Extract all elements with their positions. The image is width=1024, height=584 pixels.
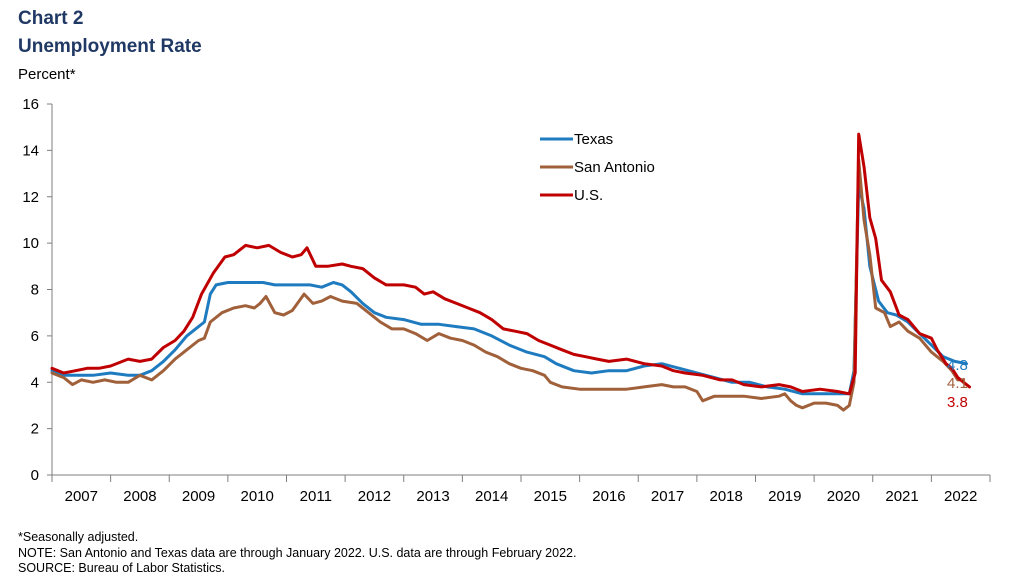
x-tick-label: 2021 <box>885 488 918 505</box>
end-value-san-antonio: 4.1 <box>947 375 968 392</box>
y-tick-label: 12 <box>22 189 39 206</box>
end-labels: 4.84.1 3.8 <box>947 357 968 411</box>
x-tick-label: 2016 <box>592 488 625 505</box>
x-tick-label: 2010 <box>241 488 274 505</box>
x-tick-label: 2008 <box>123 488 156 505</box>
x-axis: 2007 2008 2009 2010 2011 2012 2013 2014 2015 2016… <box>51 474 991 505</box>
x-tick-label: 2011 <box>300 488 332 505</box>
footnotes: *Seasonally adjusted. NOTE: San Antonio … <box>18 530 576 577</box>
legend-label-san-antonio: San Antonio <box>574 159 655 176</box>
x-tick-label: 2018 <box>710 488 743 505</box>
chart-title: Unemployment Rate <box>18 36 202 57</box>
data-note: NOTE: San Antonio and Texas data are thr… <box>18 545 577 560</box>
x-tick-label: 2009 <box>182 488 215 505</box>
legend-label-u-s: U.S. <box>574 187 603 204</box>
y-tick-label: 8 <box>31 282 39 299</box>
y-tick-label: 0 <box>31 467 39 484</box>
series-line-u-s <box>50 132 971 396</box>
legend: Texas San Antonio U.S. <box>540 131 655 204</box>
end-value-texas: 4.8 <box>947 357 968 374</box>
y-tick-label: 6 <box>31 328 39 345</box>
chart-number: Chart 2 <box>18 8 84 29</box>
end-value-u-s: 3.8 <box>947 394 968 411</box>
y-tick-label: 2 <box>31 421 39 438</box>
x-tick-label: 2020 <box>827 488 860 505</box>
x-tick-label: 2012 <box>358 488 391 505</box>
x-tick-label: 2007 <box>65 488 98 505</box>
x-tick-label: 2017 <box>651 488 684 505</box>
source-note: SOURCE: Bureau of Labor Statistics. <box>18 561 226 575</box>
series-lines <box>50 132 971 412</box>
x-tick-label: 2019 <box>768 488 801 505</box>
y-axis: 0 2 4 6 8 10 12 14 16 <box>22 96 53 484</box>
y-tick-label: 14 <box>22 142 39 159</box>
x-tick-label: 2013 <box>416 488 449 505</box>
y-tick-label: 10 <box>22 235 39 252</box>
x-tick-label: 2014 <box>475 488 508 505</box>
x-tick-label: 2015 <box>534 488 567 505</box>
series-line-san-antonio <box>50 158 966 412</box>
legend-label-texas: Texas <box>574 131 613 148</box>
y-tick-label: 4 <box>31 374 39 391</box>
x-tick-label: 2022 <box>944 488 977 505</box>
y-axis-unit-label: Percent* <box>18 66 76 83</box>
y-tick-label: 16 <box>22 96 39 113</box>
seasonal-note: *Seasonally adjusted. <box>18 530 139 544</box>
